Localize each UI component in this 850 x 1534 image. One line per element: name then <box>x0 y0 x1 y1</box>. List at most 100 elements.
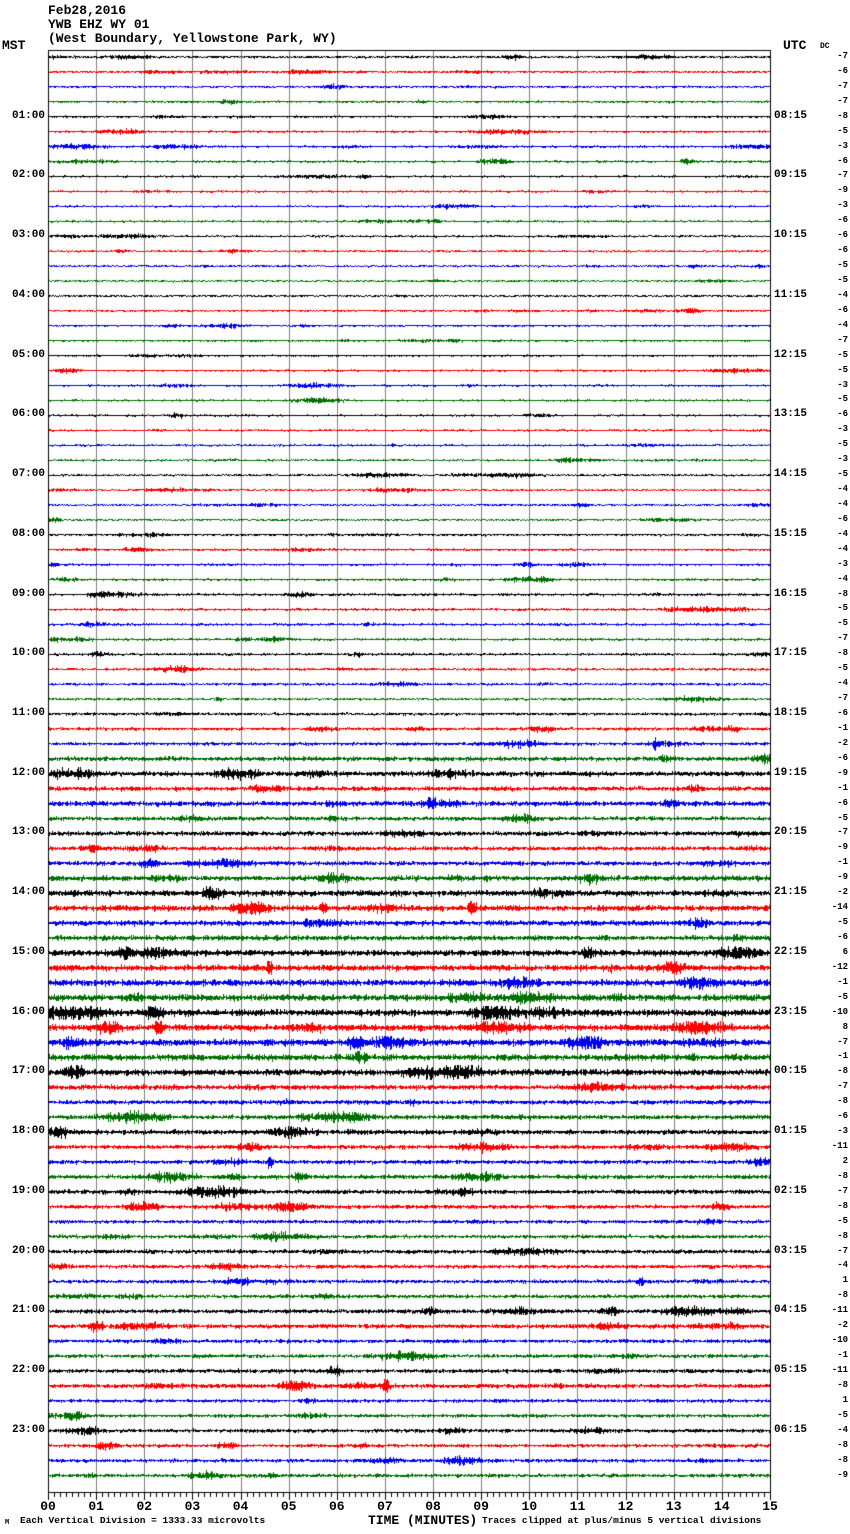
x-axis-tick-label: 14 <box>714 1499 730 1514</box>
dc-value: -5 <box>837 663 848 674</box>
mst-hour-label: 16:00 <box>11 1005 45 1018</box>
dc-value: -3 <box>837 454 848 465</box>
x-axis-tick-label: 01 <box>88 1499 104 1514</box>
dc-value: -11 <box>831 1305 848 1316</box>
dc-value: -12 <box>831 961 848 972</box>
mst-hour-label: 22:00 <box>11 1364 45 1377</box>
dc-value: -6 <box>837 931 848 942</box>
dc-value: -3 <box>837 424 848 435</box>
utc-hour-label: 20:15 <box>774 826 808 839</box>
dc-value: -2 <box>837 887 848 898</box>
dc-value: -5 <box>837 125 848 136</box>
dc-value: -8 <box>837 1439 848 1450</box>
x-axis-tick-label: 10 <box>521 1499 538 1514</box>
x-axis-tick-label: 13 <box>665 1499 682 1514</box>
dc-value: -4 <box>837 573 848 584</box>
utc-hour-label: 10:15 <box>774 229 808 242</box>
dc-value: -9 <box>837 185 848 196</box>
dc-value: -7 <box>837 1185 848 1196</box>
dc-value: -8 <box>837 1290 848 1301</box>
mst-hour-label: 19:00 <box>11 1184 45 1197</box>
dc-value: -5 <box>837 1215 848 1226</box>
dc-value: -6 <box>837 708 848 718</box>
mst-hour-label: 09:00 <box>11 587 45 600</box>
utc-hour-label: 18:15 <box>774 707 808 719</box>
dc-value: -8 <box>837 1454 848 1465</box>
dc-value: -5 <box>837 812 848 823</box>
utc-hour-label: 04:15 <box>774 1304 808 1317</box>
utc-hour-label: 01:15 <box>774 1125 808 1138</box>
dc-value: -5 <box>837 1409 848 1420</box>
dc-value: -6 <box>837 245 848 256</box>
dc-value: 2 <box>842 1155 848 1166</box>
dc-offset-header: DC <box>820 42 830 51</box>
dc-value: -4 <box>837 1424 848 1435</box>
utc-hour-label: 19:15 <box>774 766 808 779</box>
utc-hour-label: 23:15 <box>774 1005 808 1018</box>
dc-value: -10 <box>831 1006 848 1017</box>
x-axis-tick-label: 02 <box>136 1499 153 1514</box>
scale-note: Each Vertical Division = 1333.33 microvo… <box>20 1515 266 1526</box>
mst-hour-label: 15:00 <box>11 945 45 958</box>
dc-value: -8 <box>837 1379 848 1390</box>
utc-hour-label: 05:15 <box>774 1364 808 1377</box>
utc-hour-label: 02:15 <box>774 1184 808 1197</box>
utc-hour-label: 03:15 <box>774 1244 808 1257</box>
mst-hour-label: 14:00 <box>11 886 45 899</box>
utc-hour-label: 11:15 <box>774 288 808 301</box>
x-axis-title: TIME (MINUTES) <box>368 1513 478 1528</box>
dc-value: -5 <box>837 469 848 480</box>
dc-value: -11 <box>831 1141 848 1152</box>
dc-value: -4 <box>837 528 848 539</box>
utc-hour-label: 09:15 <box>774 169 808 182</box>
dc-value: -4 <box>837 543 848 554</box>
dc-value: -9 <box>837 1469 848 1480</box>
dc-value: -14 <box>831 902 848 913</box>
dc-value: -8 <box>837 1200 848 1211</box>
dc-value: -1 <box>837 857 848 868</box>
mst-hour-label: 13:00 <box>11 826 45 839</box>
dc-value: -6 <box>837 155 848 166</box>
dc-value: -8 <box>837 1066 848 1077</box>
dc-value: -6 <box>837 1111 848 1122</box>
dc-value: -4 <box>837 484 848 495</box>
mst-hour-label: 05:00 <box>11 348 45 361</box>
x-axis-tick-label: 03 <box>184 1499 201 1514</box>
dc-value: -6 <box>837 65 848 76</box>
dc-value: -4 <box>837 498 848 509</box>
mst-hour-label: 06:00 <box>11 408 45 421</box>
dc-value: -5 <box>837 349 848 360</box>
dc-value: -3 <box>837 200 848 211</box>
dc-value: -6 <box>837 513 848 524</box>
dc-value: -6 <box>837 797 848 808</box>
dc-value: -5 <box>837 991 848 1002</box>
dc-value: -11 <box>831 1365 848 1376</box>
dc-value: 1 <box>842 1394 848 1405</box>
dc-value: -5 <box>837 439 848 450</box>
mst-hour-label: 21:00 <box>11 1304 45 1317</box>
dc-value: -7 <box>837 95 848 106</box>
mst-hour-label: 23:00 <box>11 1423 45 1436</box>
x-axis-tick-label: 11 <box>569 1499 586 1514</box>
mst-hour-label: 12:00 <box>11 766 45 779</box>
x-axis-tick-label: 08 <box>425 1499 441 1514</box>
header-station-code: YWB EHZ WY 01 <box>48 17 150 32</box>
dc-value: -2 <box>837 1320 848 1331</box>
dc-value: -8 <box>837 1096 848 1107</box>
dc-value: -7 <box>837 1036 848 1047</box>
dc-value: -7 <box>837 633 848 644</box>
dc-value: -8 <box>837 110 848 121</box>
right-timezone-header: UTC <box>783 38 807 53</box>
dc-value: -5 <box>837 394 848 405</box>
utc-hour-label: 13:15 <box>774 408 808 421</box>
dc-value: -5 <box>837 917 848 928</box>
x-axis-tick-label: 06 <box>328 1499 345 1514</box>
dc-value: -5 <box>837 364 848 375</box>
dc-value: -8 <box>837 1230 848 1241</box>
dc-value: -4 <box>837 678 848 689</box>
header-station-location: (West Boundary, Yellowstone Park, WY) <box>48 31 337 46</box>
corner-mark: M <box>5 1519 10 1527</box>
x-axis-tick-label: 04 <box>232 1499 249 1514</box>
dc-value: -6 <box>837 215 848 226</box>
